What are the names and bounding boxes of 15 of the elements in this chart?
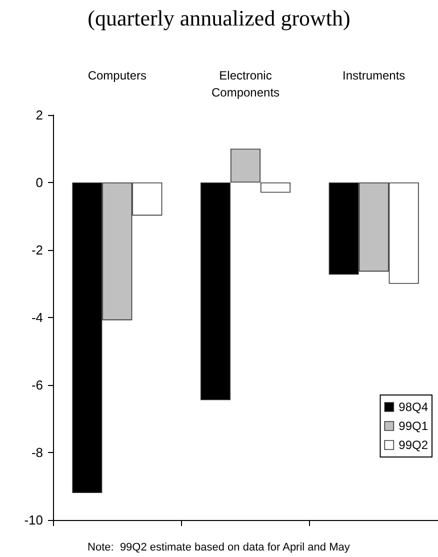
y-tick-label: -10 <box>24 512 43 528</box>
chart-title: (quarterly annualized growth) <box>88 6 350 30</box>
legend-label: 99Q2 <box>398 438 428 452</box>
y-tick-label: -4 <box>31 310 43 325</box>
y-tick-label: -2 <box>31 242 43 258</box>
legend-label: 99Q1 <box>398 419 428 433</box>
text: Note: 99Q2 estimate based on data for April and May <box>88 542 350 554</box>
y-tick-label: 0 <box>36 175 43 190</box>
legend-label: 98Q4 <box>398 400 428 414</box>
y-tick-label: 2 <box>36 108 43 122</box>
x-tick-label: Instruments <box>342 68 406 82</box>
x-tick-label: Computers <box>88 68 147 82</box>
y-tick-label: -8 <box>31 445 43 460</box>
y-tick-label: -6 <box>31 378 43 392</box>
x-tick-label: Electronic Components <box>211 68 280 100</box>
